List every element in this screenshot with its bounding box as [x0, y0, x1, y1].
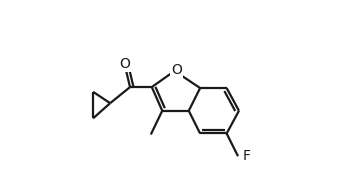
Text: F: F	[243, 149, 251, 163]
Text: O: O	[171, 63, 182, 77]
Text: O: O	[119, 57, 130, 71]
